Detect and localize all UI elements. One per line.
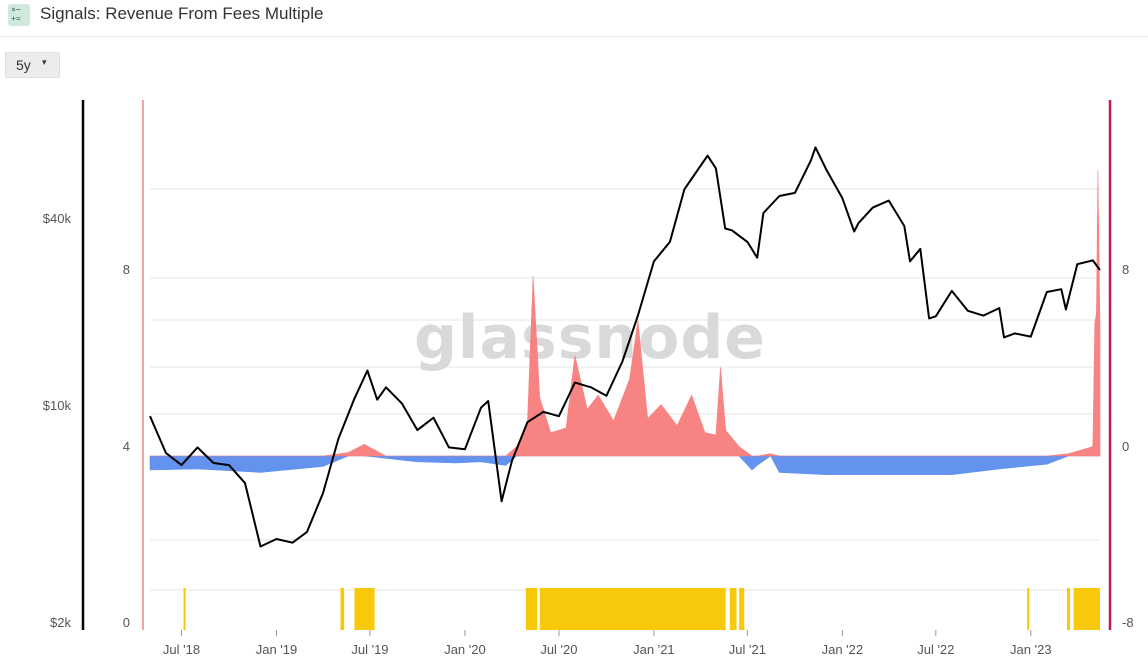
range-dropdown-label: 5y bbox=[16, 57, 31, 73]
price-line bbox=[149, 146, 1101, 548]
calculator-icon: ×− += bbox=[8, 4, 30, 26]
signal-bar bbox=[183, 588, 186, 630]
multiple-positive-area bbox=[150, 170, 1101, 457]
multiple-negative-area bbox=[149, 455, 1100, 475]
watermark: glassnode bbox=[414, 303, 766, 373]
page-title: Signals: Revenue From Fees Multiple bbox=[40, 4, 324, 23]
price-tick-label: $40k bbox=[43, 211, 72, 226]
signal-bar bbox=[1073, 588, 1100, 630]
title-bar: ×− += Signals: Revenue From Fees Multipl… bbox=[0, 0, 1148, 37]
signal-tick-label: 0 bbox=[123, 615, 130, 630]
x-tick-label: Jan '23 bbox=[1010, 642, 1052, 657]
multiple-tick-label: 8 bbox=[1122, 262, 1129, 277]
signal-bar bbox=[1066, 588, 1071, 630]
signal-bars bbox=[183, 588, 1100, 630]
signal-bar bbox=[739, 588, 745, 630]
x-tick-label: Jul '22 bbox=[917, 642, 954, 657]
signal-bar bbox=[1027, 588, 1030, 630]
x-tick-label: Jul '21 bbox=[729, 642, 766, 657]
multiple-tick-label: -8 bbox=[1122, 615, 1134, 630]
x-tick-label: Jan '21 bbox=[633, 642, 675, 657]
signal-bar bbox=[539, 588, 726, 630]
signal-bar bbox=[340, 588, 345, 630]
x-tick-label: Jan '20 bbox=[444, 642, 486, 657]
signal-tick-label: 8 bbox=[123, 262, 130, 277]
x-tick-label: Jul '19 bbox=[351, 642, 388, 657]
signal-tick-label: 4 bbox=[123, 439, 130, 454]
signal-bar bbox=[729, 588, 737, 630]
x-tick-label: Jul '18 bbox=[163, 642, 200, 657]
price-series bbox=[149, 146, 1101, 548]
x-tick-label: Jan '19 bbox=[256, 642, 298, 657]
range-dropdown[interactable]: 5y ▾ bbox=[5, 52, 60, 78]
multiple-series bbox=[149, 170, 1101, 475]
multiple-tick-label: 0 bbox=[1122, 439, 1129, 454]
price-tick-label: $10k bbox=[43, 398, 72, 413]
signal-bar bbox=[525, 588, 538, 630]
x-tick-label: Jan '22 bbox=[822, 642, 864, 657]
grid-lines bbox=[150, 188, 1100, 591]
x-tick-label: Jul '20 bbox=[540, 642, 577, 657]
signal-bar bbox=[354, 588, 375, 630]
axes: $2k $10k $40k 0 4 8 -8 0 8 Jul '18 Jan '19 Jul '19 J… bbox=[43, 100, 1134, 657]
chevron-down-icon: ▾ bbox=[42, 57, 47, 67]
price-tick-label: $2k bbox=[50, 615, 71, 630]
